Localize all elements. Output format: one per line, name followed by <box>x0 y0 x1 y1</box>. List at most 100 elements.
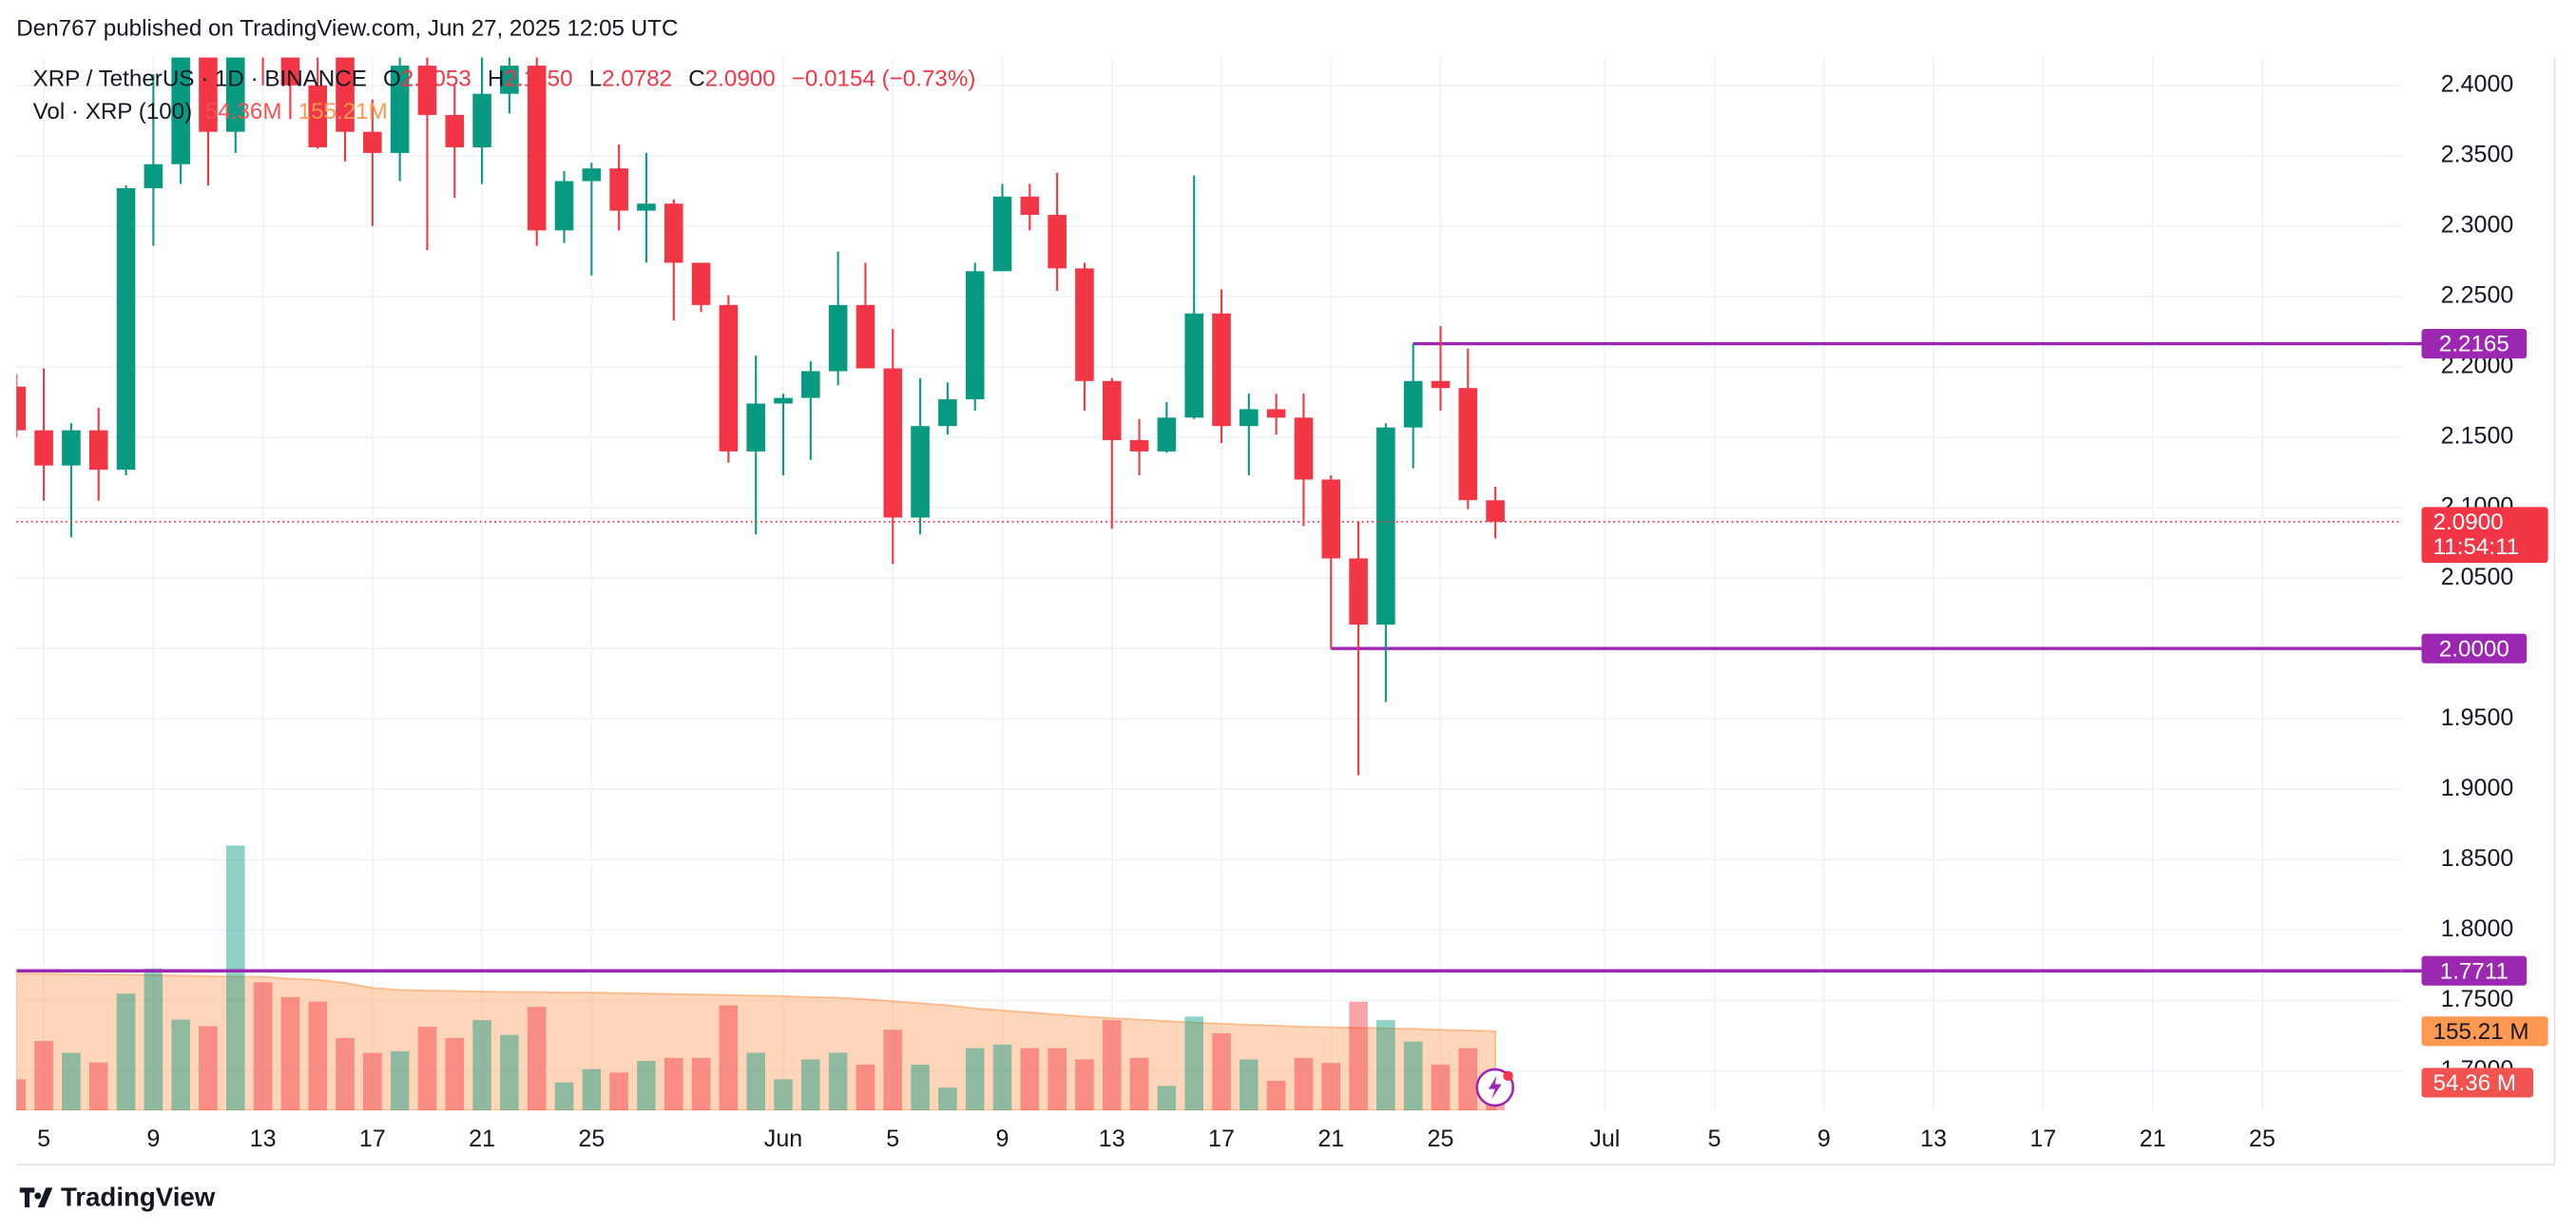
volume-bar <box>1431 1064 1451 1111</box>
candle-body <box>663 203 683 263</box>
candle-body <box>1321 479 1341 559</box>
y-tick-label: 1.7500 <box>2441 986 2514 1012</box>
volume-axis-label: 54.36 M <box>2433 1070 2516 1096</box>
legend-line: XRP / TetherUS · 1D · BINANCE O2.1053 H2… <box>33 67 976 92</box>
x-tick-label: 13 <box>250 1126 277 1152</box>
y-tick-label: 2.2500 <box>2441 282 2514 309</box>
candle-body <box>719 304 739 452</box>
candle-body <box>911 426 930 518</box>
volume-bar <box>171 1019 190 1111</box>
volume-bar <box>637 1061 656 1111</box>
level-label: 2.2165 <box>2439 332 2509 357</box>
candle-body <box>1020 196 1040 216</box>
volume-bar <box>1075 1059 1094 1111</box>
candle-body <box>88 430 108 471</box>
volume-bar <box>116 993 136 1111</box>
candle-body <box>171 57 190 164</box>
x-tick-label: 5 <box>886 1126 899 1152</box>
candle-body <box>116 187 136 471</box>
legend-high: 2.1150 <box>504 67 572 92</box>
candle-body <box>1212 313 1231 427</box>
x-tick-label: 5 <box>1708 1126 1721 1152</box>
y-tick-label: 1.8500 <box>2441 845 2514 872</box>
volume-bar <box>663 1057 683 1111</box>
candle-body <box>1075 268 1094 381</box>
volume-bar <box>445 1037 465 1111</box>
volume-bar <box>253 982 273 1111</box>
candle-body <box>1157 417 1177 452</box>
volume-bar <box>16 1079 27 1111</box>
volume-bar <box>500 1034 519 1111</box>
volume-legend: Vol · XRP (100) 54.36M 155.21M <box>33 100 388 125</box>
candle-body <box>16 386 27 431</box>
candle-body <box>965 271 985 400</box>
volume-bar <box>1403 1041 1423 1111</box>
candle-body <box>1403 380 1423 428</box>
countdown-label: 11:54:11 <box>2433 534 2520 560</box>
volume-bar <box>199 1026 218 1111</box>
candle-body <box>609 168 628 211</box>
volume-bar <box>938 1087 957 1111</box>
x-tick-label: 17 <box>1208 1126 1235 1152</box>
volume-bar <box>34 1041 53 1111</box>
candle-body <box>1184 313 1203 418</box>
volume-bar <box>225 845 245 1111</box>
volume-bar <box>336 1037 355 1111</box>
volume-bar <box>1212 1033 1231 1111</box>
volume-bar <box>801 1059 820 1111</box>
volume-bar <box>144 968 163 1111</box>
candle-body <box>34 430 53 466</box>
replay-icon[interactable] <box>1475 1068 1515 1107</box>
legend-change: −0.0154 (−0.73%) <box>792 67 976 92</box>
candle-body <box>417 66 437 115</box>
level-label: 2.0000 <box>2439 636 2509 662</box>
volume-bar <box>691 1057 711 1111</box>
candle-body <box>691 262 711 305</box>
brand-name: TradingView <box>61 1183 216 1212</box>
volume-bar <box>62 1052 81 1111</box>
x-tick-label: 9 <box>1817 1126 1831 1152</box>
volume-bar <box>1129 1057 1149 1111</box>
y-tick-label: 1.9500 <box>2441 704 2514 731</box>
candle-body <box>308 85 328 147</box>
candle-body <box>883 368 903 518</box>
volume-bar <box>609 1072 628 1111</box>
x-tick-label: 17 <box>2029 1126 2056 1152</box>
volume-bar <box>1294 1057 1314 1111</box>
x-tick-label: 9 <box>996 1126 1009 1152</box>
volume-bar <box>992 1044 1012 1111</box>
x-tick-label: 5 <box>37 1126 50 1152</box>
candle-body <box>1048 215 1067 269</box>
x-tick-label: 21 <box>2140 1126 2166 1152</box>
level-label-box <box>2421 955 2528 986</box>
brand-logo <box>19 1187 53 1208</box>
level-label-box <box>2421 329 2528 359</box>
candle-body <box>390 66 410 153</box>
legend-low-label: L <box>589 67 602 92</box>
candle-body <box>199 57 218 132</box>
volume-bar <box>1266 1080 1286 1111</box>
candle-body <box>938 399 957 427</box>
candle-body <box>527 66 547 231</box>
candle-body <box>1102 380 1122 441</box>
legend-low: 2.0782 <box>602 67 672 92</box>
volume-bar <box>308 1001 328 1111</box>
x-tick-label: 21 <box>1317 1126 1344 1152</box>
volume-bar <box>363 1052 382 1111</box>
candle-body <box>500 66 519 94</box>
plot-pane <box>16 57 2402 1111</box>
candle-body <box>1376 427 1395 626</box>
legend-open-label: O <box>383 67 401 92</box>
candle-body <box>225 57 245 132</box>
volume-bar <box>582 1068 602 1111</box>
candle-body <box>363 131 382 153</box>
candle-body <box>637 203 656 211</box>
volume-ma-box <box>2421 1016 2548 1047</box>
y-tick-label: 2.0500 <box>2441 564 2514 590</box>
published-note: Den767 published on TradingView.com, Jun… <box>16 15 678 41</box>
candle-body <box>336 57 355 132</box>
volume-bar <box>1376 1020 1395 1111</box>
y-tick-label: 2.3000 <box>2441 212 2514 239</box>
volume-bar <box>390 1050 410 1111</box>
last-price-label: 2.0900 <box>2433 510 2504 535</box>
